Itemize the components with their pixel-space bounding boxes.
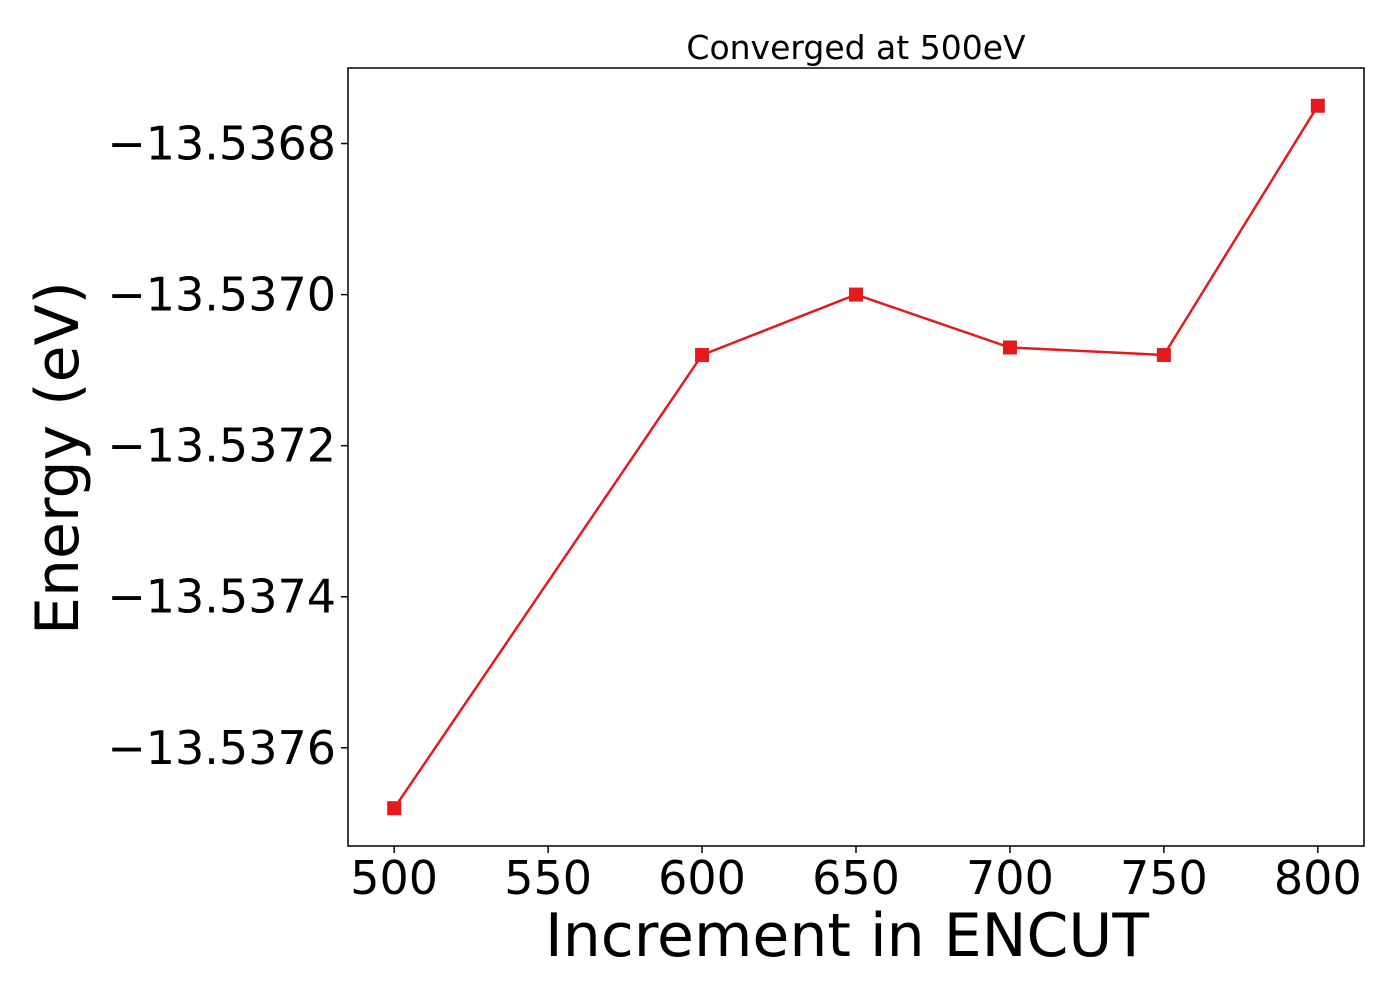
x-tick-label: 600 — [658, 851, 746, 905]
x-tick-label: 500 — [350, 851, 438, 905]
y-tick-label: −13.5370 — [107, 268, 336, 322]
series-line — [393, 105, 1319, 809]
data-point-marker — [1310, 98, 1325, 113]
data-point-marker — [695, 348, 710, 363]
x-tick-label: 800 — [1274, 851, 1362, 905]
plot-frame — [347, 67, 1365, 847]
x-tick-label: 750 — [1120, 851, 1208, 905]
x-tick-label: 650 — [812, 851, 900, 905]
tick-layer: 500 550 600 650 700 750 800 −13.5376 −13.5374 −13… — [107, 117, 1361, 905]
y-tick-label: −13.5374 — [107, 570, 336, 624]
data-point-marker — [1156, 348, 1171, 363]
y-tick-label: −13.5376 — [107, 721, 336, 775]
data-point-marker — [1002, 340, 1017, 355]
x-tick-label: 550 — [504, 851, 592, 905]
y-tick-label: −13.5368 — [107, 117, 336, 171]
data-point-marker — [387, 801, 402, 816]
chart-title: Converged at 500eV — [686, 28, 1026, 67]
y-axis-label: Energy (eV) — [23, 281, 93, 635]
x-axis-label: Increment in ENCUT — [545, 901, 1149, 971]
x-tick-label: 700 — [966, 851, 1054, 905]
data-point-marker — [849, 287, 863, 302]
y-tick-label: −13.5372 — [107, 419, 336, 473]
series-layer — [387, 98, 1325, 816]
